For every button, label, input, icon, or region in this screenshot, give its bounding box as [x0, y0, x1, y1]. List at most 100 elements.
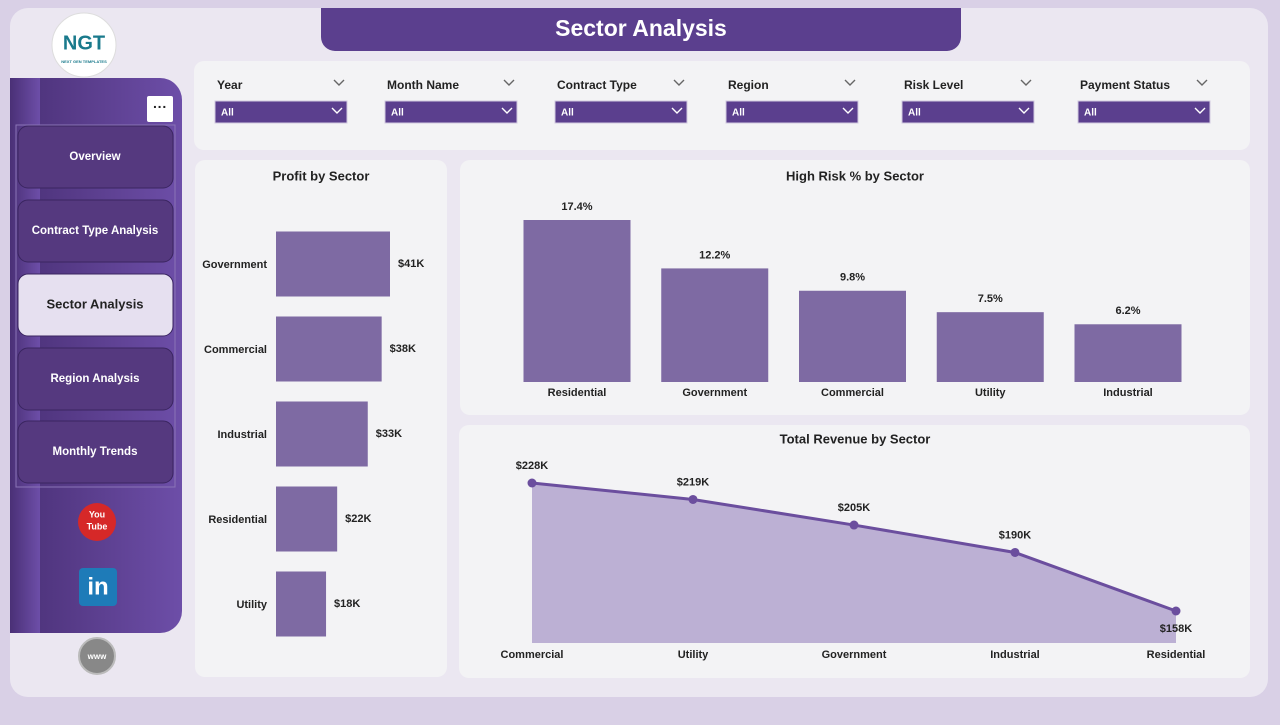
filter-dropdown[interactable]	[384, 100, 518, 124]
web-text[interactable]: www	[87, 652, 107, 661]
nav-button[interactable]	[17, 199, 174, 263]
category-label: Industrial	[990, 649, 1040, 661]
category-label: Residential	[208, 514, 267, 526]
bar	[661, 268, 769, 382]
data-label: $219K	[677, 476, 709, 488]
bar	[936, 312, 1044, 382]
nav-button[interactable]	[17, 347, 174, 411]
point	[1010, 547, 1020, 557]
filter-value[interactable]: All	[221, 108, 234, 119]
chart-title: Profit by Sector	[273, 168, 370, 183]
bar	[276, 571, 327, 637]
area	[532, 483, 1176, 643]
filter-chevron[interactable]	[844, 79, 856, 86]
nav-button[interactable]	[17, 420, 174, 484]
point	[849, 520, 859, 530]
bar	[1074, 324, 1182, 382]
category-label: Residential	[1147, 649, 1206, 661]
logo-subtext: NEXT GEN TEMPLATES	[61, 59, 107, 64]
logo	[51, 12, 117, 78]
filter-label: Month Name	[387, 78, 459, 92]
nav-label[interactable]: Contract Type Analysis	[32, 225, 159, 237]
dropdown-chevron[interactable]	[842, 107, 854, 114]
filter-value[interactable]: All	[732, 108, 745, 119]
filter-chevron[interactable]	[503, 79, 515, 86]
nav-button[interactable]	[17, 125, 174, 189]
data-label: $228K	[516, 460, 548, 472]
chart-title: Total Revenue by Sector	[780, 431, 931, 446]
panel	[460, 160, 1250, 415]
data-label: $205K	[838, 502, 870, 514]
category-label: Industrial	[217, 429, 267, 441]
bar	[276, 316, 382, 382]
category-label: Government	[202, 259, 267, 271]
filter-label: Year	[217, 78, 243, 92]
data-label: $33K	[376, 428, 402, 440]
linkedin-text[interactable]: in	[87, 573, 108, 600]
category-label: Residential	[548, 387, 607, 399]
filter-chevron[interactable]	[1020, 79, 1032, 86]
data-label: $22K	[345, 513, 371, 525]
filter-dropdown[interactable]	[1077, 100, 1211, 124]
dropdown-chevron[interactable]	[1018, 107, 1030, 114]
logo-text: NGT	[63, 32, 105, 54]
filter-chevron[interactable]	[673, 79, 685, 86]
point	[688, 494, 698, 504]
filter-dropdown[interactable]	[901, 100, 1035, 124]
dropdown-chevron[interactable]	[1194, 107, 1206, 114]
data-label: $158K	[1160, 623, 1192, 635]
data-label: 9.8%	[840, 272, 865, 284]
data-label: $38K	[390, 343, 416, 355]
category-label: Utility	[678, 649, 709, 661]
filter-value[interactable]: All	[1084, 108, 1097, 119]
nav-label[interactable]: Region Analysis	[50, 373, 139, 385]
data-label: $18K	[334, 598, 360, 610]
linkedin-icon[interactable]	[79, 568, 117, 606]
filter-label: Contract Type	[557, 78, 637, 92]
data-label: $190K	[999, 529, 1031, 541]
youtube-text[interactable]: You	[89, 509, 105, 519]
bar	[276, 231, 390, 297]
category-label: Utility	[975, 387, 1006, 399]
data-label: 6.2%	[1115, 305, 1140, 317]
category-label: Commercial	[501, 649, 564, 661]
category-label: Commercial	[821, 387, 884, 399]
data-label: 17.4%	[561, 201, 592, 213]
bar	[523, 220, 631, 382]
more-button[interactable]	[147, 96, 173, 122]
point	[1171, 606, 1181, 616]
filter-value[interactable]: All	[908, 108, 921, 119]
dropdown-chevron[interactable]	[331, 107, 343, 114]
bar	[276, 486, 338, 552]
filter-dropdown[interactable]	[725, 100, 859, 124]
data-label: 12.2%	[699, 249, 730, 261]
filter-value[interactable]: All	[391, 108, 404, 119]
filter-chevron[interactable]	[333, 79, 345, 86]
category-label: Government	[682, 387, 747, 399]
bar	[276, 401, 368, 467]
more-icon[interactable]: ···	[153, 99, 167, 115]
nav-label[interactable]: Overview	[69, 151, 120, 163]
category-label: Commercial	[204, 344, 267, 356]
web-icon[interactable]	[78, 637, 116, 675]
nav-label[interactable]: Monthly Trends	[53, 446, 138, 458]
dropdown-chevron[interactable]	[671, 107, 683, 114]
nav-button[interactable]	[17, 273, 174, 337]
nav-label[interactable]: Sector Analysis	[46, 296, 143, 311]
category-label: Government	[822, 649, 887, 661]
category-label: Industrial	[1103, 387, 1153, 399]
header-bar-top	[321, 8, 961, 22]
filter-label: Payment Status	[1080, 78, 1170, 92]
page-title: Sector Analysis	[555, 15, 727, 41]
bar	[799, 290, 906, 382]
data-label: $41K	[398, 258, 424, 270]
youtube-text[interactable]: Tube	[87, 521, 108, 531]
filter-dropdown[interactable]	[214, 100, 348, 124]
dropdown-chevron[interactable]	[501, 107, 513, 114]
filter-chevron[interactable]	[1196, 79, 1208, 86]
youtube-icon[interactable]	[78, 503, 116, 541]
filter-value[interactable]: All	[561, 108, 574, 119]
filter-label: Risk Level	[904, 78, 963, 92]
filter-dropdown[interactable]	[554, 100, 688, 124]
